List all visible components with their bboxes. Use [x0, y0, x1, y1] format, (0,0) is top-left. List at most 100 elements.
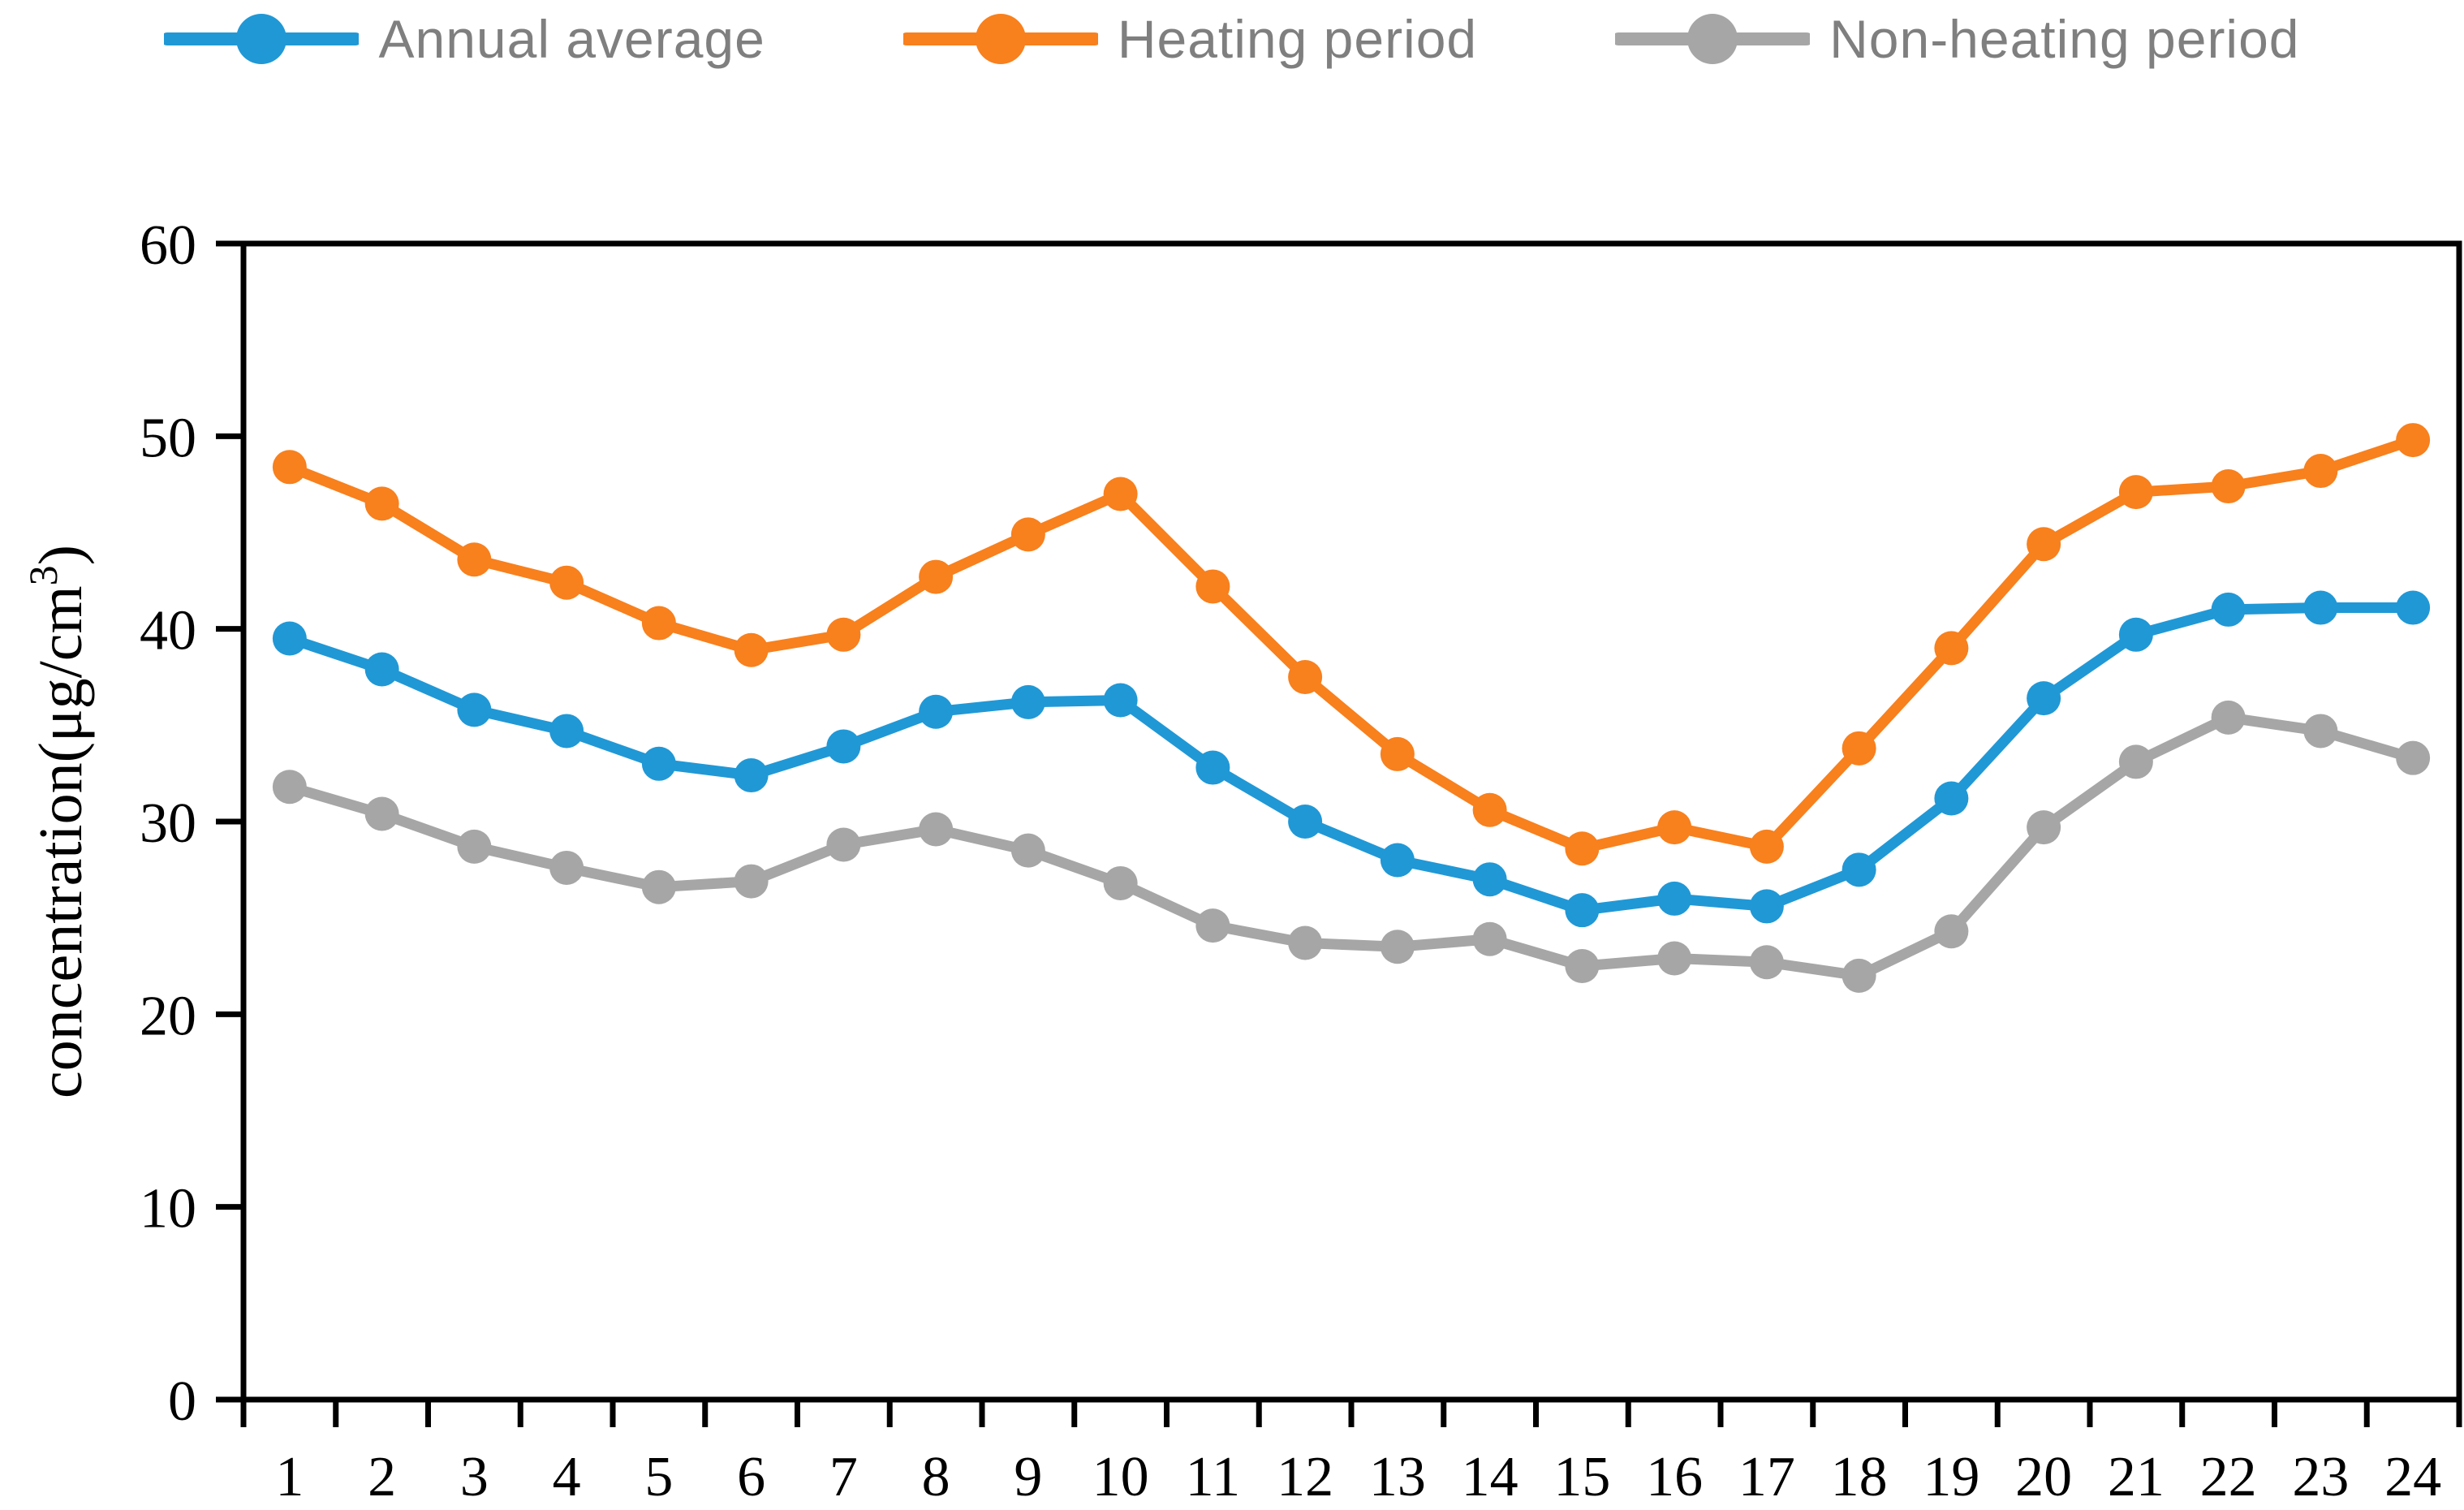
- data-point: [734, 632, 769, 667]
- data-point: [1657, 941, 1692, 976]
- x-tick-label: 6: [737, 1446, 765, 1508]
- data-point: [2211, 592, 2246, 627]
- data-point: [2118, 744, 2153, 779]
- data-point: [2396, 740, 2431, 775]
- data-point: [457, 692, 492, 727]
- legend-item-non-heating-period: Non-heating period: [1615, 8, 2299, 70]
- x-tick-label: 3: [460, 1446, 489, 1508]
- data-point: [1472, 862, 1507, 897]
- x-tick-label: 15: [1553, 1446, 1610, 1508]
- series-line: [284, 712, 2419, 981]
- data-point: [641, 606, 676, 641]
- data-point: [2211, 700, 2246, 735]
- y-axis-title: concentration(μg/cm3): [20, 545, 95, 1098]
- x-tick-label: 1: [275, 1446, 304, 1508]
- x-tick-label: 13: [1369, 1446, 1426, 1508]
- data-point: [919, 559, 954, 594]
- y-tick-label: 30: [140, 792, 196, 855]
- x-tick-label: 19: [1923, 1446, 1979, 1508]
- data-point: [1472, 792, 1507, 827]
- line-circle-marker-icon: [164, 14, 360, 64]
- data-point: [2118, 475, 2153, 510]
- data-point: [1288, 925, 1323, 960]
- y-tick-label: 0: [168, 1370, 196, 1433]
- data-point: [1565, 893, 1600, 928]
- data-point: [1010, 684, 1045, 719]
- data-point: [272, 450, 307, 485]
- x-tick-label: 5: [644, 1446, 673, 1508]
- legend: Annual average Heating period Non-heatin…: [0, 8, 2464, 70]
- data-point: [1103, 683, 1138, 718]
- line-circle-marker-icon: [1615, 14, 1811, 64]
- data-point: [2303, 454, 2338, 489]
- data-point: [1565, 949, 1600, 983]
- data-point: [919, 812, 954, 847]
- data-point: [272, 621, 307, 656]
- series-annual-average: [272, 590, 2431, 928]
- plot-frame: [240, 240, 2462, 1403]
- legend-label: Heating period: [1117, 9, 1478, 69]
- data-point: [1195, 569, 1230, 604]
- x-tick-label: 14: [1462, 1446, 1518, 1508]
- data-point: [1472, 921, 1507, 956]
- y-tick-label: 60: [140, 214, 196, 277]
- x-tick-label: 20: [2015, 1446, 2072, 1508]
- data-point: [2027, 527, 2061, 562]
- data-point: [826, 827, 861, 862]
- data-point: [1195, 908, 1230, 943]
- x-tick-label: 7: [829, 1446, 858, 1508]
- data-point: [2211, 469, 2246, 504]
- data-point: [1010, 517, 1045, 552]
- series-heating-period: [272, 423, 2431, 866]
- legend-item-heating-period: Heating period: [902, 8, 1478, 70]
- x-tick-label: 23: [2292, 1446, 2349, 1508]
- y-axis: 0 10 20 30 40 50 60: [140, 214, 243, 1433]
- data-point: [549, 565, 584, 600]
- data-point: [734, 864, 769, 899]
- data-point: [1749, 945, 1784, 980]
- legend-label: Non-heating period: [1829, 9, 2300, 69]
- data-point: [457, 829, 492, 864]
- series-non-heating-period: [272, 700, 2431, 993]
- data-point: [1565, 831, 1600, 866]
- legend-label: Annual average: [378, 9, 765, 69]
- x-tick-label: 17: [1738, 1446, 1795, 1508]
- x-tick-label: 11: [1186, 1446, 1240, 1508]
- x-tick-label: 10: [1092, 1446, 1149, 1508]
- data-point: [1380, 843, 1415, 878]
- data-point: [919, 694, 954, 729]
- x-tick-label: 16: [1646, 1446, 1703, 1508]
- legend-item-annual-average: Annual average: [164, 8, 765, 70]
- y-tick-label: 50: [140, 407, 196, 469]
- data-point: [1195, 750, 1230, 785]
- x-tick-label: 22: [2200, 1446, 2257, 1508]
- data-point: [2118, 617, 2153, 652]
- x-tick-label: 24: [2384, 1446, 2441, 1508]
- data-point: [1103, 865, 1138, 900]
- data-point: [1380, 930, 1415, 964]
- data-point: [2027, 681, 2061, 716]
- y-tick-label: 20: [140, 985, 196, 1047]
- data-point: [1288, 660, 1323, 694]
- data-point: [364, 796, 399, 831]
- data-point: [1103, 477, 1138, 511]
- data-point: [1934, 914, 1969, 949]
- x-axis: 1 2 3 4 5 6 7 8 9 10 11 12 13 14 15 16 17 18 19 20 21 22 23 24: [240, 1400, 2462, 1508]
- x-tick-label: 21: [2108, 1446, 2165, 1508]
- data-point: [1842, 852, 1876, 887]
- data-point: [1749, 889, 1784, 924]
- line-circle-marker-icon: [902, 14, 1098, 64]
- data-point: [2303, 714, 2338, 749]
- data-point: [2396, 590, 2431, 625]
- data-point: [1749, 829, 1784, 864]
- data-point: [826, 729, 861, 764]
- data-point: [1842, 731, 1876, 766]
- data-point: [1934, 631, 1969, 666]
- data-point: [1288, 805, 1323, 839]
- data-point: [1657, 810, 1692, 845]
- y-tick-label: 10: [140, 1178, 196, 1240]
- x-tick-label: 18: [1831, 1446, 1888, 1508]
- data-point: [549, 850, 584, 885]
